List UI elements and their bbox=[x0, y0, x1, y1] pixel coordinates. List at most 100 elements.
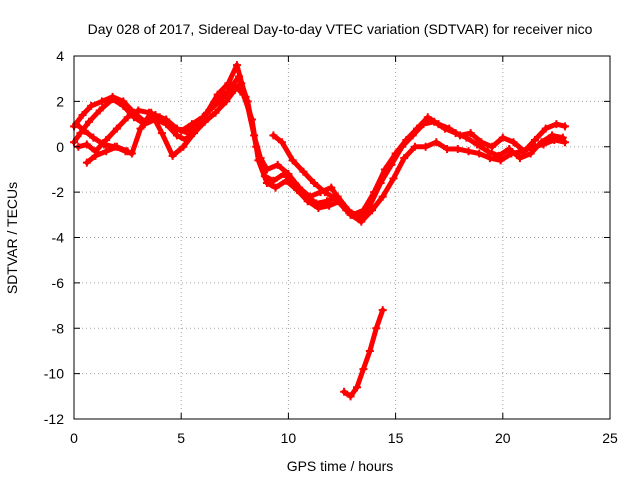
x-tick-label: 10 bbox=[281, 430, 297, 446]
data-point bbox=[269, 176, 278, 185]
data-point bbox=[475, 149, 484, 158]
series-line bbox=[341, 307, 386, 399]
series-track-g bbox=[340, 306, 387, 401]
data-point bbox=[353, 383, 362, 392]
data-point bbox=[72, 120, 81, 129]
data-point bbox=[376, 179, 385, 188]
data-point bbox=[123, 113, 132, 122]
data-point bbox=[78, 110, 87, 119]
data-point bbox=[327, 183, 336, 192]
y-tick-label: -10 bbox=[44, 366, 64, 382]
data-point bbox=[365, 346, 374, 355]
data-point bbox=[97, 97, 106, 106]
data-point bbox=[550, 135, 559, 144]
chart-title: Day 028 of 2017, Sidereal Day-to-day VTE… bbox=[88, 21, 593, 37]
data-point bbox=[552, 120, 561, 129]
data-point bbox=[357, 217, 366, 226]
data-point bbox=[211, 108, 220, 117]
data-point bbox=[509, 138, 518, 147]
y-tick-label: -6 bbox=[52, 275, 65, 291]
data-point bbox=[220, 90, 229, 99]
data-point bbox=[177, 126, 186, 135]
data-point bbox=[247, 115, 256, 124]
data-point bbox=[483, 147, 492, 156]
data-point bbox=[239, 90, 248, 99]
data-point bbox=[147, 108, 156, 117]
data-point bbox=[108, 92, 117, 101]
data-point bbox=[464, 147, 473, 156]
y-tick-label: 0 bbox=[56, 139, 64, 155]
data-point bbox=[95, 106, 104, 115]
x-tick-label: 5 bbox=[177, 430, 185, 446]
data-point bbox=[136, 124, 145, 133]
data-point bbox=[179, 142, 188, 151]
data-point bbox=[232, 61, 241, 70]
data-point bbox=[288, 156, 297, 165]
data-point bbox=[378, 192, 387, 201]
data-point bbox=[528, 142, 537, 151]
data-point bbox=[541, 124, 550, 133]
y-tick-label: -2 bbox=[52, 184, 65, 200]
data-point bbox=[342, 206, 351, 215]
data-point bbox=[518, 147, 527, 156]
data-point bbox=[400, 154, 409, 163]
data-point bbox=[419, 120, 428, 129]
data-point bbox=[102, 147, 111, 156]
data-point bbox=[200, 117, 209, 126]
data-point bbox=[560, 122, 569, 131]
data-point bbox=[299, 167, 308, 176]
data-point bbox=[462, 133, 471, 142]
data-point bbox=[398, 142, 407, 151]
data-point bbox=[325, 201, 334, 210]
data-point bbox=[498, 133, 507, 142]
series-track-a bbox=[70, 61, 569, 219]
data-point bbox=[187, 120, 196, 129]
data-point bbox=[505, 145, 514, 154]
data-point bbox=[451, 129, 460, 138]
data-point bbox=[530, 135, 539, 144]
data-point bbox=[166, 122, 175, 131]
data-point bbox=[331, 194, 340, 203]
data-point bbox=[155, 113, 164, 122]
data-point bbox=[515, 154, 524, 163]
data-point bbox=[440, 124, 449, 133]
series-track-e bbox=[82, 142, 132, 167]
x-tick-label: 20 bbox=[495, 430, 511, 446]
data-point bbox=[314, 204, 323, 213]
y-tick-label: -8 bbox=[52, 320, 65, 336]
data-point bbox=[273, 160, 282, 169]
data-point bbox=[168, 151, 177, 160]
data-point bbox=[340, 387, 349, 396]
data-point bbox=[389, 174, 398, 183]
series-track-f bbox=[269, 131, 362, 219]
data-point bbox=[119, 97, 128, 106]
data-point bbox=[91, 151, 100, 160]
data-point bbox=[432, 138, 441, 147]
data-point bbox=[359, 365, 368, 374]
series-track-d bbox=[72, 79, 246, 160]
data-point bbox=[100, 140, 109, 149]
y-tick-label: -4 bbox=[52, 230, 65, 246]
data-point bbox=[157, 129, 166, 138]
data-point bbox=[85, 117, 94, 126]
data-point bbox=[198, 113, 207, 122]
data-point bbox=[466, 129, 475, 138]
data-point bbox=[353, 210, 362, 219]
data-point bbox=[507, 149, 516, 158]
y-axis-title: SDTVAR / TECUs bbox=[4, 182, 20, 294]
data-point bbox=[209, 101, 218, 110]
data-point bbox=[271, 183, 280, 192]
y-tick-label: 2 bbox=[56, 93, 64, 109]
data-point bbox=[378, 306, 387, 315]
data-point bbox=[280, 169, 289, 178]
data-point bbox=[87, 101, 96, 110]
data-point bbox=[410, 142, 419, 151]
data-point bbox=[127, 149, 136, 158]
data-layer bbox=[70, 61, 569, 401]
data-point bbox=[310, 179, 319, 188]
x-axis-title: GPS time / hours bbox=[287, 458, 394, 474]
data-point bbox=[496, 156, 505, 165]
data-point bbox=[89, 133, 98, 142]
